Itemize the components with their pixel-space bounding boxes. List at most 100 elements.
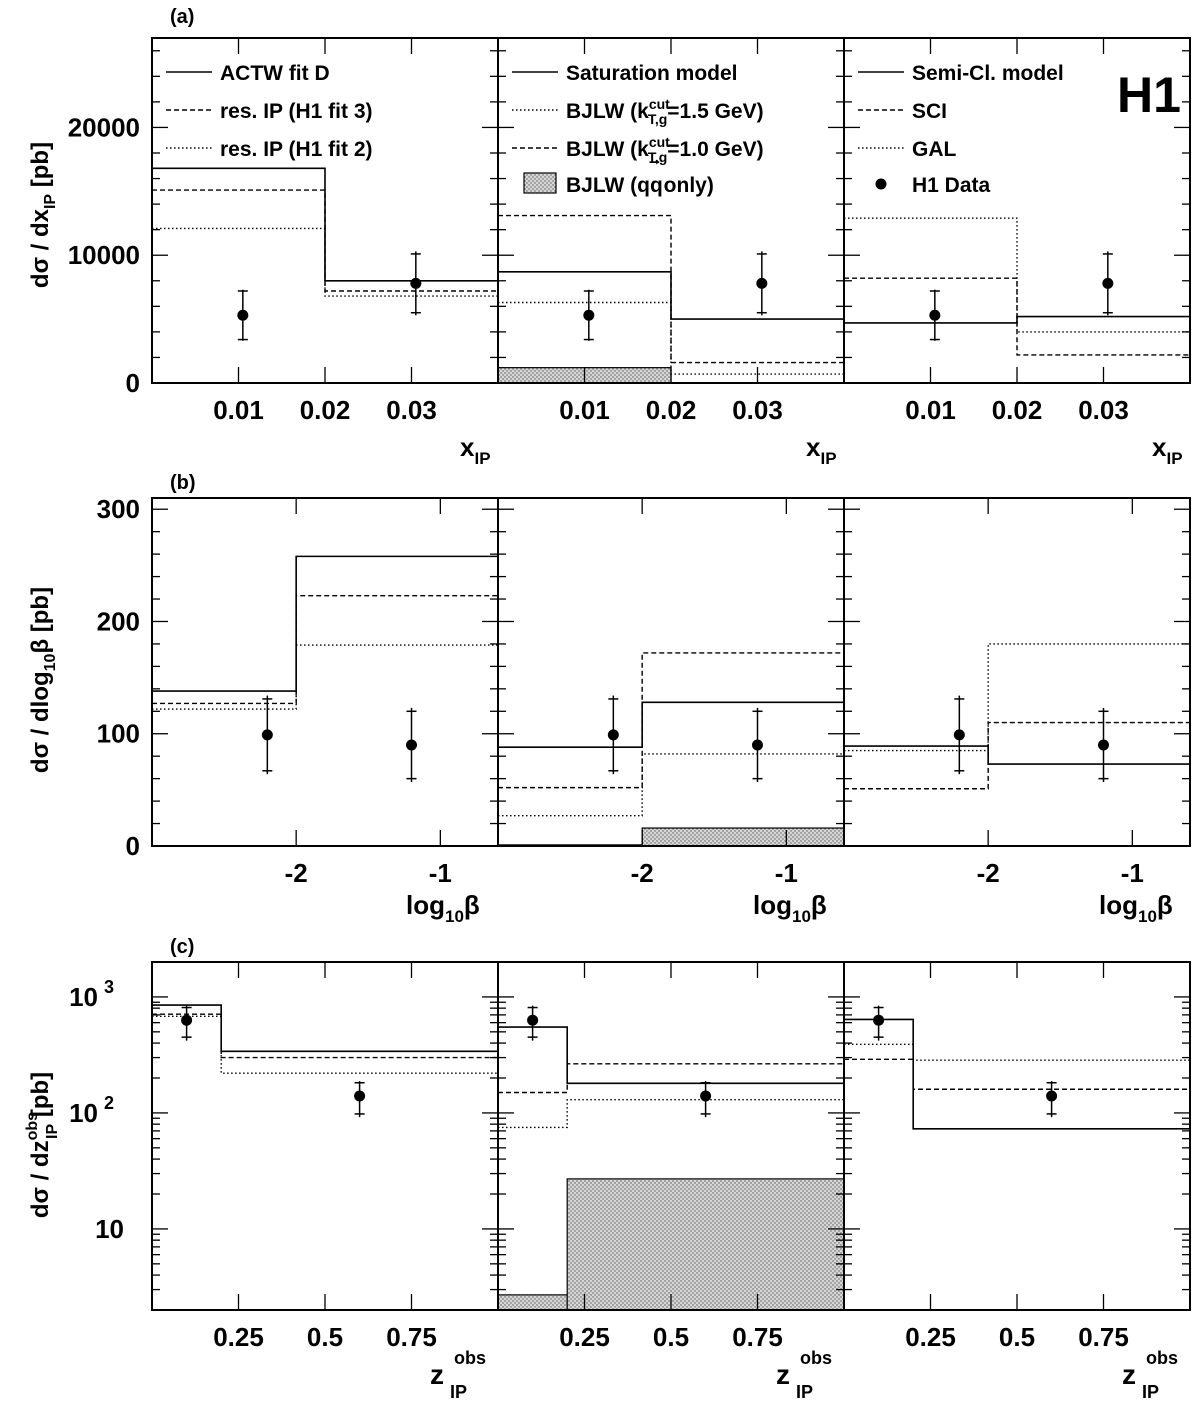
ytick-label: 10 (95, 1214, 124, 1244)
hist-line-dotted (844, 643, 1190, 752)
ytick-label: 0 (126, 368, 140, 398)
xtick-label: 0.25 (905, 1322, 956, 1352)
data-point (756, 277, 768, 289)
xtick-label: 0.03 (386, 395, 437, 425)
panel-frame (497, 497, 845, 847)
xtick-label: -1 (775, 858, 798, 888)
hist-line-dotted (498, 301, 844, 375)
ytick-exponent: 2 (104, 1093, 114, 1113)
legend-label: Saturation model (566, 62, 738, 85)
legend-a-3: Semi-Cl. model SCI GAL H1 Data (858, 62, 1064, 197)
data-point (1046, 1090, 1058, 1102)
data-point (237, 309, 249, 321)
data-point (406, 739, 417, 751)
hist-line-dotted (152, 644, 498, 710)
xtick-label: 0.5 (653, 1322, 689, 1352)
xtick-label: 0.01 (559, 395, 610, 425)
panel-frame (151, 497, 499, 847)
experiment-label: H1 (1117, 67, 1181, 123)
xtick-label: -1 (429, 858, 452, 888)
data-point (354, 1090, 366, 1102)
legend-swatch-filled (523, 172, 557, 194)
xtick-label: 0.02 (646, 395, 697, 425)
xlabel-a-1: xIP (460, 432, 491, 468)
hist-line-solid (498, 1026, 844, 1085)
data-point (181, 1014, 193, 1026)
ylabel-c: dσ / dzobs IP [pb] (24, 1072, 61, 1218)
svg-text:log10β: log10β (1099, 890, 1173, 926)
xtick-label: 0.03 (732, 395, 783, 425)
xlabel-c-2: zobs IP (776, 1348, 832, 1402)
hist-line-dotted (844, 217, 1190, 333)
svg-text:xIP: xIP (1152, 432, 1183, 468)
svg-text:z: z (430, 1359, 444, 1390)
data-point (261, 729, 273, 741)
xtick-label: 0.01 (213, 395, 264, 425)
hist-line-dashed (844, 277, 1190, 356)
panel-2-1: -2 -1 (151, 497, 499, 888)
xlabel-c-3: zobs IP (1122, 1348, 1178, 1402)
svg-text:log10β: log10β (406, 890, 480, 926)
data-point (752, 739, 763, 751)
legend-label: res. IP (H1 fit 3) (220, 100, 373, 123)
svg-text:z: z (1122, 1359, 1136, 1390)
legend-label: SCI (912, 100, 947, 123)
hist-line-solid (844, 1018, 1190, 1130)
xlabel-a-3: xIP (1152, 432, 1183, 468)
xtick-label: 0.75 (732, 1322, 783, 1352)
legend-label: BJLW (kcut T,g=1.0 GeV) (566, 134, 764, 165)
ytick-label: 100 (97, 719, 140, 749)
xlabel-b-2: log10β (753, 890, 827, 926)
hist-bar-filled (641, 827, 845, 847)
svg-text:IP: IP (450, 1382, 467, 1402)
legend-marker (875, 178, 887, 190)
xtick-label: 0.5 (307, 1322, 343, 1352)
hist-line-solid (498, 701, 844, 749)
xtick-label: -2 (631, 858, 654, 888)
hist-line-dotted (498, 753, 844, 817)
panel-1-1: 0.01 0.02 0.03 (151, 37, 499, 425)
hist-line-dotted (844, 1043, 1190, 1061)
svg-text:log10β: log10β (753, 890, 827, 926)
hist-line-dashed (152, 189, 498, 292)
ytick-exponent: 3 (104, 977, 114, 997)
data-point (607, 729, 619, 741)
data-point (1098, 739, 1109, 751)
xtick-label: 0.75 (386, 1322, 437, 1352)
hist-line-solid (844, 315, 1190, 324)
panel-3-3: 0.25 0.5 0.75 (843, 961, 1191, 1352)
xtick-label: 0.01 (905, 395, 956, 425)
data-point (873, 1014, 885, 1026)
data-point (583, 309, 595, 321)
panel-2-2: -2 -1 (497, 497, 845, 888)
data-point (410, 277, 422, 289)
hist-bar-filled (497, 1294, 568, 1311)
svg-text:xIP: xIP (806, 432, 837, 468)
ytick-label: 0 (126, 831, 140, 861)
xlabel-b-3: log10β (1099, 890, 1173, 926)
hist-line-dashed (152, 594, 498, 705)
svg-text:dσ / dxIP [pb]: dσ / dxIP [pb] (27, 142, 59, 288)
panel-1-2: 0.01 0.02 0.03 (497, 37, 845, 425)
panel-label-b: (b) (170, 472, 196, 494)
svg-text:z: z (776, 1359, 790, 1390)
hist-line-dashed (498, 652, 844, 789)
ylabel-b: dσ / dlog10β [pb] (27, 587, 59, 773)
hist-line-dashed (844, 1058, 1190, 1090)
xtick-label: 0.02 (300, 395, 351, 425)
data-point (1102, 277, 1114, 289)
data-point (527, 1014, 539, 1026)
xlabel-a-2: xIP (806, 432, 837, 468)
panel-1-3: 0.01 0.02 0.03 (843, 37, 1191, 425)
legend-label: res. IP (H1 fit 2) (220, 138, 373, 161)
hist-line-solid (152, 1004, 498, 1053)
data-point (700, 1090, 712, 1102)
legend-label: BJLW (kcut T,g=1.5 GeV) (566, 96, 764, 127)
hist-line-dashed (498, 1063, 844, 1094)
panel-label-c: (c) (170, 936, 194, 958)
xlabel-c-1: zobs IP (430, 1348, 486, 1402)
hist-line-dashed (844, 721, 1190, 790)
svg-text:obs: obs (454, 1348, 486, 1368)
